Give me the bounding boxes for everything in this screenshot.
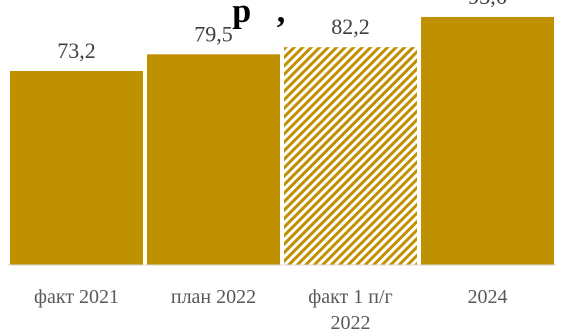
bar-4 (421, 16, 554, 266)
x-tick-label-2: план 2022 (171, 286, 256, 308)
data-label-1: 73,2 (57, 38, 96, 63)
x-tick-label-4: 2024 (468, 286, 508, 308)
x-tick-labels: факт 2021 план 2022 факт 1 п/г 2022 2024 (34, 286, 508, 330)
bars-layer (10, 16, 554, 266)
bar-2 (147, 54, 280, 266)
chart-title-fragment: р , (232, 0, 293, 30)
value-labels-layer: 73,2 79,5 82,2 93,6 (57, 0, 507, 63)
data-label-2: 79,5 (194, 21, 233, 46)
x-tick-label-3-line-2: 2022 (331, 312, 371, 330)
x-tick-label-1: факт 2021 (34, 286, 119, 308)
bar-1 (10, 71, 143, 266)
x-tick-label-3-line-1: факт 1 п/г (308, 286, 393, 308)
data-label-4: 93,6 (468, 0, 507, 9)
bar-3 (284, 47, 417, 265)
data-label-3: 82,2 (331, 14, 370, 39)
